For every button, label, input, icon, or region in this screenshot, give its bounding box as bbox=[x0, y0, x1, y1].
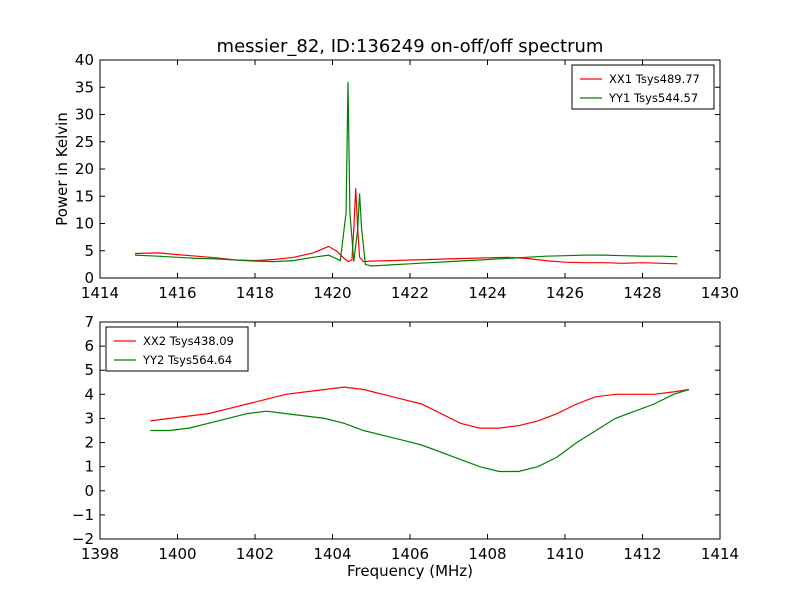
y-tick-label: 3 bbox=[84, 409, 94, 427]
y-tick-label: 2 bbox=[84, 434, 94, 452]
y-tick-label: 20 bbox=[75, 160, 94, 178]
chart-title: messier_82, ID:136249 on-off/off spectru… bbox=[217, 36, 604, 57]
x-axis-label: Frequency (MHz) bbox=[347, 562, 473, 580]
legend-entry: XX2 Tsys438.09 bbox=[143, 334, 234, 348]
series-line-xx bbox=[150, 386, 690, 429]
panel-bottom: 1398 1400 1402 1404 1406 1408 1410 1412 1414−2−1… bbox=[72, 313, 739, 563]
y-tick-label: 40 bbox=[75, 51, 94, 69]
legend-entry: YY2 Tsys564.64 bbox=[142, 353, 232, 367]
x-tick-label: 1404 bbox=[313, 545, 351, 563]
legend-box bbox=[571, 64, 715, 110]
x-tick-label: 1402 bbox=[236, 545, 274, 563]
x-tick-label: 1430 bbox=[701, 284, 739, 302]
x-tick-label: 1416 bbox=[158, 284, 196, 302]
y-tick-label: 4 bbox=[84, 385, 94, 403]
series-line-yy bbox=[134, 81, 678, 267]
x-tick-label: 1406 bbox=[391, 545, 429, 563]
y-tick-label: 5 bbox=[84, 361, 94, 379]
y-tick-label: 0 bbox=[84, 269, 94, 287]
x-tick-label: 1414 bbox=[701, 545, 739, 563]
y-tick-label: 0 bbox=[84, 482, 94, 500]
x-tick-label: 1400 bbox=[158, 545, 196, 563]
legend: XX1 Tsys489.77 YY1 Tsys544.57 bbox=[571, 64, 715, 110]
y-tick-label: 10 bbox=[75, 215, 94, 233]
y-tick-label: 15 bbox=[75, 187, 94, 205]
legend-entry: YY1 Tsys544.57 bbox=[608, 91, 698, 105]
y-tick-label: 5 bbox=[84, 242, 94, 260]
y-tick-label: 35 bbox=[75, 78, 94, 96]
x-tick-label: 1418 bbox=[236, 284, 274, 302]
panel-top: 1414 1416 1418 1420 1422 1424 1426 1428 1430 0 5 10… bbox=[75, 51, 739, 302]
y-tick-label: 30 bbox=[75, 106, 94, 124]
series-line-xx bbox=[134, 188, 678, 265]
x-tick-label: 1426 bbox=[546, 284, 584, 302]
series-line-yy bbox=[150, 388, 690, 473]
y-tick-label: 1 bbox=[84, 458, 94, 476]
x-tick-label: 1422 bbox=[391, 284, 429, 302]
x-tick-label: 1414 bbox=[81, 284, 119, 302]
y-tick-label: −2 bbox=[72, 530, 94, 548]
x-tick-label: 1408 bbox=[468, 545, 506, 563]
legend-box bbox=[105, 326, 249, 372]
y-tick-label: −1 bbox=[72, 506, 94, 524]
x-tick-label: 1412 bbox=[623, 545, 661, 563]
x-tick-label: 1410 bbox=[546, 545, 584, 563]
y-tick-label: 6 bbox=[84, 337, 94, 355]
y-tick-label: 25 bbox=[75, 133, 94, 151]
legend: XX2 Tsys438.09 YY2 Tsys564.64 bbox=[105, 326, 249, 372]
x-tick-label: 1428 bbox=[623, 284, 661, 302]
x-tick-label: 1424 bbox=[468, 284, 506, 302]
x-tick-label: 1398 bbox=[81, 545, 119, 563]
y-axis-label: Power in Kelvin bbox=[53, 112, 71, 226]
x-tick-label: 1420 bbox=[313, 284, 351, 302]
legend-entry: XX1 Tsys489.77 bbox=[609, 72, 700, 86]
y-tick-label: 7 bbox=[84, 313, 94, 331]
